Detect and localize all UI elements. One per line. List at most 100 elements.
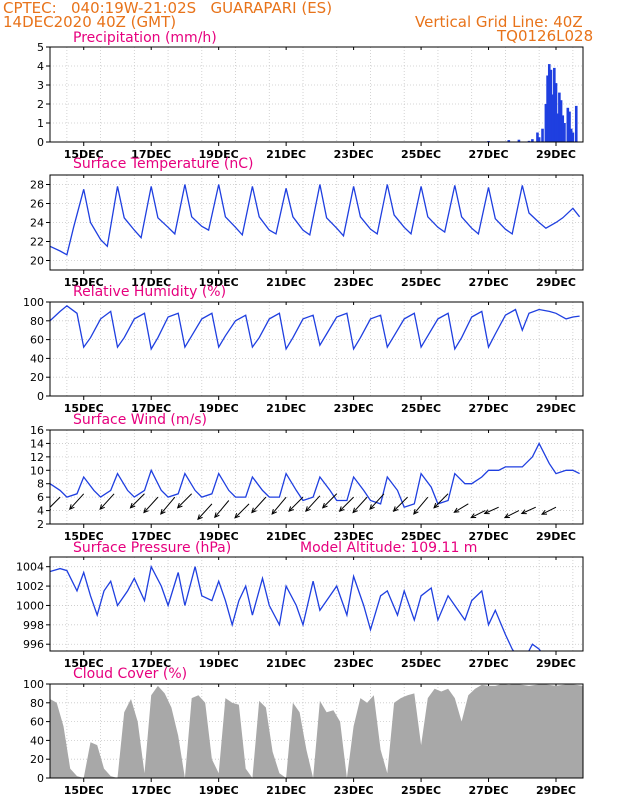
panel-temp: 20 22 24 26 28 15DEC 17DEC 19DEC 21DEC 23DEC 25DEC… (30, 156, 584, 289)
wind-arrow (413, 496, 429, 515)
wind-arrow-head (413, 508, 419, 515)
y-tick-label: 20 (30, 255, 44, 268)
x-tick-label: 19DEC (199, 148, 239, 161)
panel-precip: 0 1 2 3 4 5 15DEC 17DEC 19DEC 21DEC 23DEC 25DEC 27DE… (37, 30, 584, 161)
x-tick-label: 21DEC (266, 276, 306, 289)
wind-arrow-head (234, 512, 240, 519)
wind-arrow-head (483, 509, 490, 515)
x-tick-label: 15DEC (64, 530, 104, 543)
wind-arrow-head (99, 504, 105, 511)
x-tick-label: 27DEC (469, 784, 509, 797)
y-tick-label: 12 (30, 451, 44, 464)
temp-line (50, 184, 581, 256)
wind-arrow (339, 496, 354, 512)
x-tick-label: 15DEC (64, 148, 104, 161)
y-tick-label: 6 (37, 491, 44, 504)
x-tick-label: 25DEC (401, 530, 441, 543)
x-tick-label: 19DEC (199, 657, 239, 670)
x-tick-label: 21DEC (266, 657, 306, 670)
y-tick-label: 20 (30, 371, 44, 384)
x-tick-label: 27DEC (469, 276, 509, 289)
y-tick-label: 60 (30, 716, 44, 729)
wind-arrow (521, 506, 536, 514)
x-tick-label: 27DEC (469, 530, 509, 543)
precip-bar (559, 100, 563, 142)
plot-frame (49, 429, 584, 525)
wind-arrow (541, 506, 557, 515)
y-tick-label: 996 (23, 638, 44, 651)
x-tick-label: 23DEC (334, 148, 374, 161)
x-tick-label: 19DEC (199, 784, 239, 797)
precip-bar (527, 140, 531, 142)
plot-frame (49, 174, 584, 271)
y-tick-label: 22 (30, 236, 44, 249)
wind-arrow (322, 493, 338, 509)
x-tick-label: 25DEC (401, 276, 441, 289)
x-tick-label: 17DEC (131, 276, 171, 289)
rh-line (50, 304, 580, 351)
x-tick-label: 19DEC (199, 402, 239, 415)
wind-arrow (369, 493, 385, 510)
precip-bar (566, 107, 570, 142)
x-tick-label: 25DEC (401, 784, 441, 797)
y-tick-label: 0 (37, 136, 44, 149)
x-tick-label: 19DEC (199, 530, 239, 543)
y-tick-label: 24 (30, 217, 44, 230)
header-vgrid: Vertical Grid Line: 40Z (415, 13, 583, 31)
wind-arrow (454, 503, 469, 513)
x-tick-label: 23DEC (334, 530, 374, 543)
y-tick-label: 1002 (16, 580, 44, 593)
plot-frame (49, 46, 584, 143)
precip-bar (517, 139, 521, 142)
wind-arrow-head (129, 502, 136, 509)
wind-arrow (160, 496, 176, 515)
y-tick-label: 1000 (16, 599, 44, 612)
wind-arrow (305, 495, 321, 512)
x-tick-label: 25DEC (401, 402, 441, 415)
precip-bar (507, 140, 511, 142)
wind-arrow-head (271, 508, 277, 515)
precip-bar (546, 75, 549, 142)
x-tick-label: 15DEC (64, 402, 104, 415)
precip-bar (551, 94, 554, 142)
wind-arrow-head (251, 507, 257, 514)
panel-title: Surface Wind (m/s) (73, 412, 207, 428)
wind-arrow-head (433, 502, 439, 509)
wind-arrow (504, 510, 520, 519)
y-tick-label: 80 (30, 315, 44, 328)
wind-arrow (143, 496, 159, 513)
series-precip (487, 64, 578, 142)
panel-title: Cloud Cover (%) (73, 666, 187, 682)
x-tick-label: 15DEC (64, 784, 104, 797)
x-tick-label: 17DEC (131, 530, 171, 543)
wind-arrow-head (369, 504, 375, 511)
wind-arrow-head (214, 512, 220, 519)
y-tick-label: 16 (30, 424, 44, 437)
series-temp (50, 184, 581, 256)
y-tick-label: 14 (30, 437, 44, 450)
wind-arrow-head (176, 502, 183, 509)
wind-arrow (99, 493, 115, 510)
pressure-line (50, 564, 542, 651)
y-tick-label: 20 (30, 753, 44, 766)
cloud-area (50, 684, 583, 778)
panel-title: Surface Temperature (nC) (73, 156, 254, 172)
wind-arrow-head (321, 502, 328, 509)
x-tick-label: 29DEC (536, 530, 576, 543)
x-tick-label: 23DEC (334, 402, 374, 415)
wind-arrow (393, 496, 408, 512)
x-tick-label: 25DEC (401, 148, 441, 161)
x-tick-label: 19DEC (199, 276, 239, 289)
wind-arrow (352, 496, 368, 513)
x-tick-label: 17DEC (131, 784, 171, 797)
wind-arrow (484, 506, 499, 514)
series-cloud (50, 684, 583, 778)
y-tick-label: 1 (37, 117, 44, 130)
wind-arrow (214, 500, 230, 518)
precip-bar (571, 132, 575, 142)
x-tick-label: 29DEC (536, 784, 576, 797)
x-tick-label: 21DEC (266, 784, 306, 797)
y-tick-label: 80 (30, 697, 44, 710)
